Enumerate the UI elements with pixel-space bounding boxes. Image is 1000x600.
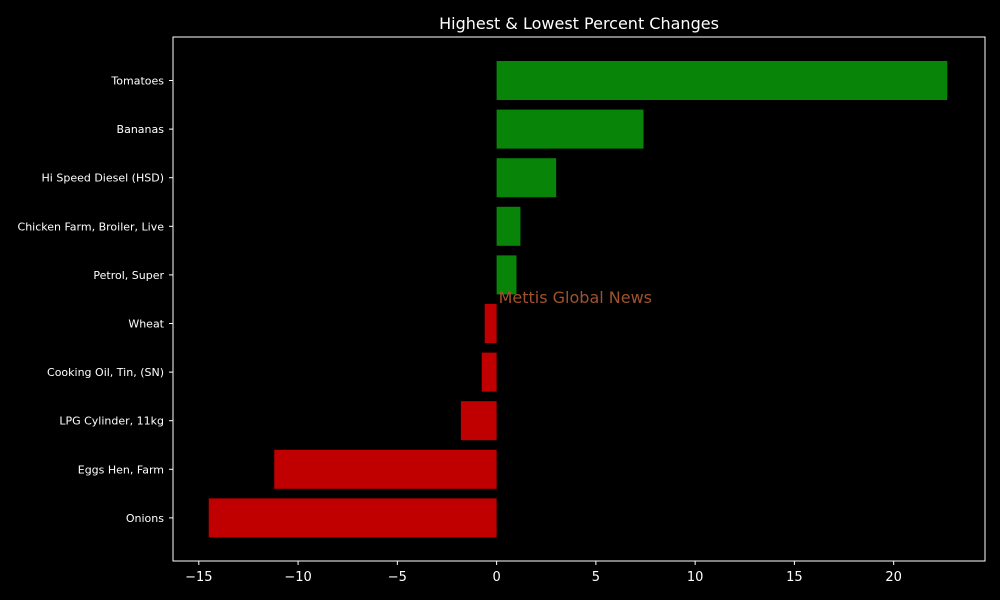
x-tick-label-5: 10 (687, 570, 704, 585)
x-tick-label-6: 15 (786, 570, 803, 585)
x-tick-label-4: 5 (592, 570, 600, 585)
y-tick-label-1: Bananas (117, 123, 165, 136)
bars-group (208, 61, 948, 538)
bar-9 (208, 498, 497, 538)
bar-7 (460, 401, 497, 441)
y-tick-label-6: Cooking Oil, Tin, (SN) (47, 366, 164, 379)
y-tick-label-3: Chicken Farm, Broiler, Live (18, 220, 165, 233)
x-tick-label-1: −10 (284, 570, 311, 585)
bar-8 (274, 449, 497, 489)
watermark-text: Mettis Global News (499, 288, 652, 307)
y-tick-label-4: Petrol, Super (93, 269, 164, 282)
x-tick-label-3: 0 (492, 570, 500, 585)
x-tick-label-7: 20 (885, 570, 902, 585)
bar-6 (481, 352, 497, 392)
y-tick-label-5: Wheat (128, 318, 164, 331)
y-tick-label-2: Hi Speed Diesel (HSD) (42, 172, 164, 185)
bar-3 (496, 206, 521, 246)
x-tick-label-0: −15 (185, 570, 212, 585)
chart-title: Highest & Lowest Percent Changes (439, 14, 719, 33)
y-tick-label-0: Tomatoes (110, 75, 164, 88)
bar-5 (484, 304, 497, 343)
y-tick-label-8: Eggs Hen, Farm (78, 463, 164, 476)
x-axis: −15 −10 −5 0 5 10 15 20 (185, 561, 902, 585)
plot-frame (172, 36, 986, 562)
y-tick-label-9: Onions (126, 512, 164, 525)
bar-0 (496, 61, 948, 100)
y-tick-label-7: LPG Cylinder, 11kg (59, 415, 164, 428)
x-tick-label-2: −5 (388, 570, 407, 585)
bar-4 (496, 255, 517, 295)
bar-2 (496, 158, 557, 198)
y-axis: Tomatoes Bananas Hi Speed Diesel (HSD) Chic… (18, 75, 173, 525)
bar-1 (496, 109, 644, 149)
